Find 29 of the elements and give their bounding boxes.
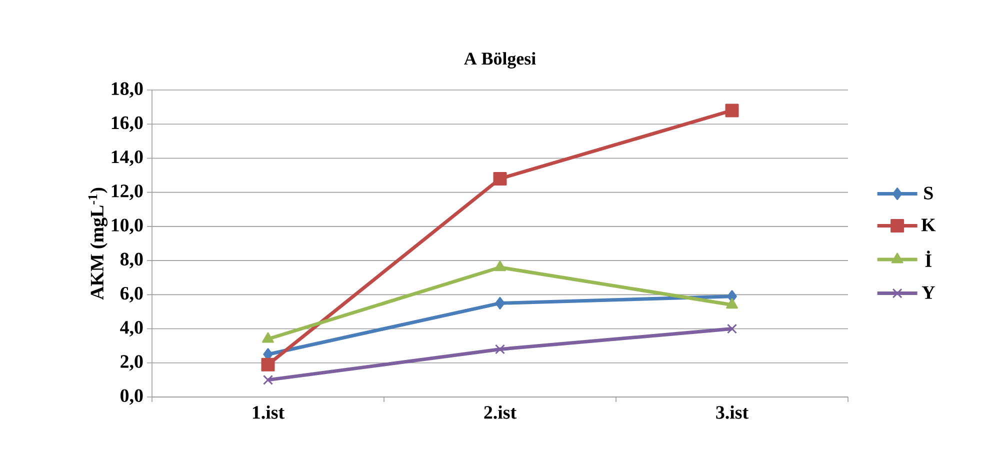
legend-label: İ bbox=[925, 250, 932, 267]
y-axis-title: AKM (mgL$^{-1}$) bbox=[88, 188, 108, 300]
point bbox=[495, 344, 505, 354]
y-tick-label: 6,0 bbox=[120, 286, 143, 302]
point bbox=[494, 260, 506, 272]
y-tick-label: 4,0 bbox=[120, 321, 143, 337]
y-tick-label: 8,0 bbox=[120, 252, 143, 268]
x-tick-label: 3.ist bbox=[716, 406, 748, 419]
legend-label: K bbox=[921, 218, 936, 232]
y-tick-label: 10,0 bbox=[112, 218, 143, 234]
x-tick-label: 1.ist bbox=[252, 406, 284, 419]
point bbox=[262, 332, 274, 343]
y-tick-label: 18,0 bbox=[112, 82, 143, 98]
y-tick-label: 2,0 bbox=[120, 355, 143, 371]
point bbox=[726, 298, 738, 309]
y-tick-label: 12,0 bbox=[112, 184, 143, 200]
point bbox=[727, 324, 737, 334]
x-tick-label: 2.ist bbox=[484, 406, 516, 419]
chart-title: A Bölgesi bbox=[464, 52, 536, 68]
point bbox=[495, 296, 505, 310]
y-tick-label: 16,0 bbox=[112, 116, 143, 132]
legend-label: Y bbox=[922, 286, 935, 299]
point bbox=[725, 104, 739, 118]
point bbox=[263, 374, 273, 385]
point bbox=[493, 172, 507, 186]
y-tick-label: 14,0 bbox=[112, 150, 143, 166]
point bbox=[261, 358, 275, 372]
legend-label: S bbox=[924, 186, 933, 200]
y-tick-label: 0,0 bbox=[120, 389, 143, 405]
